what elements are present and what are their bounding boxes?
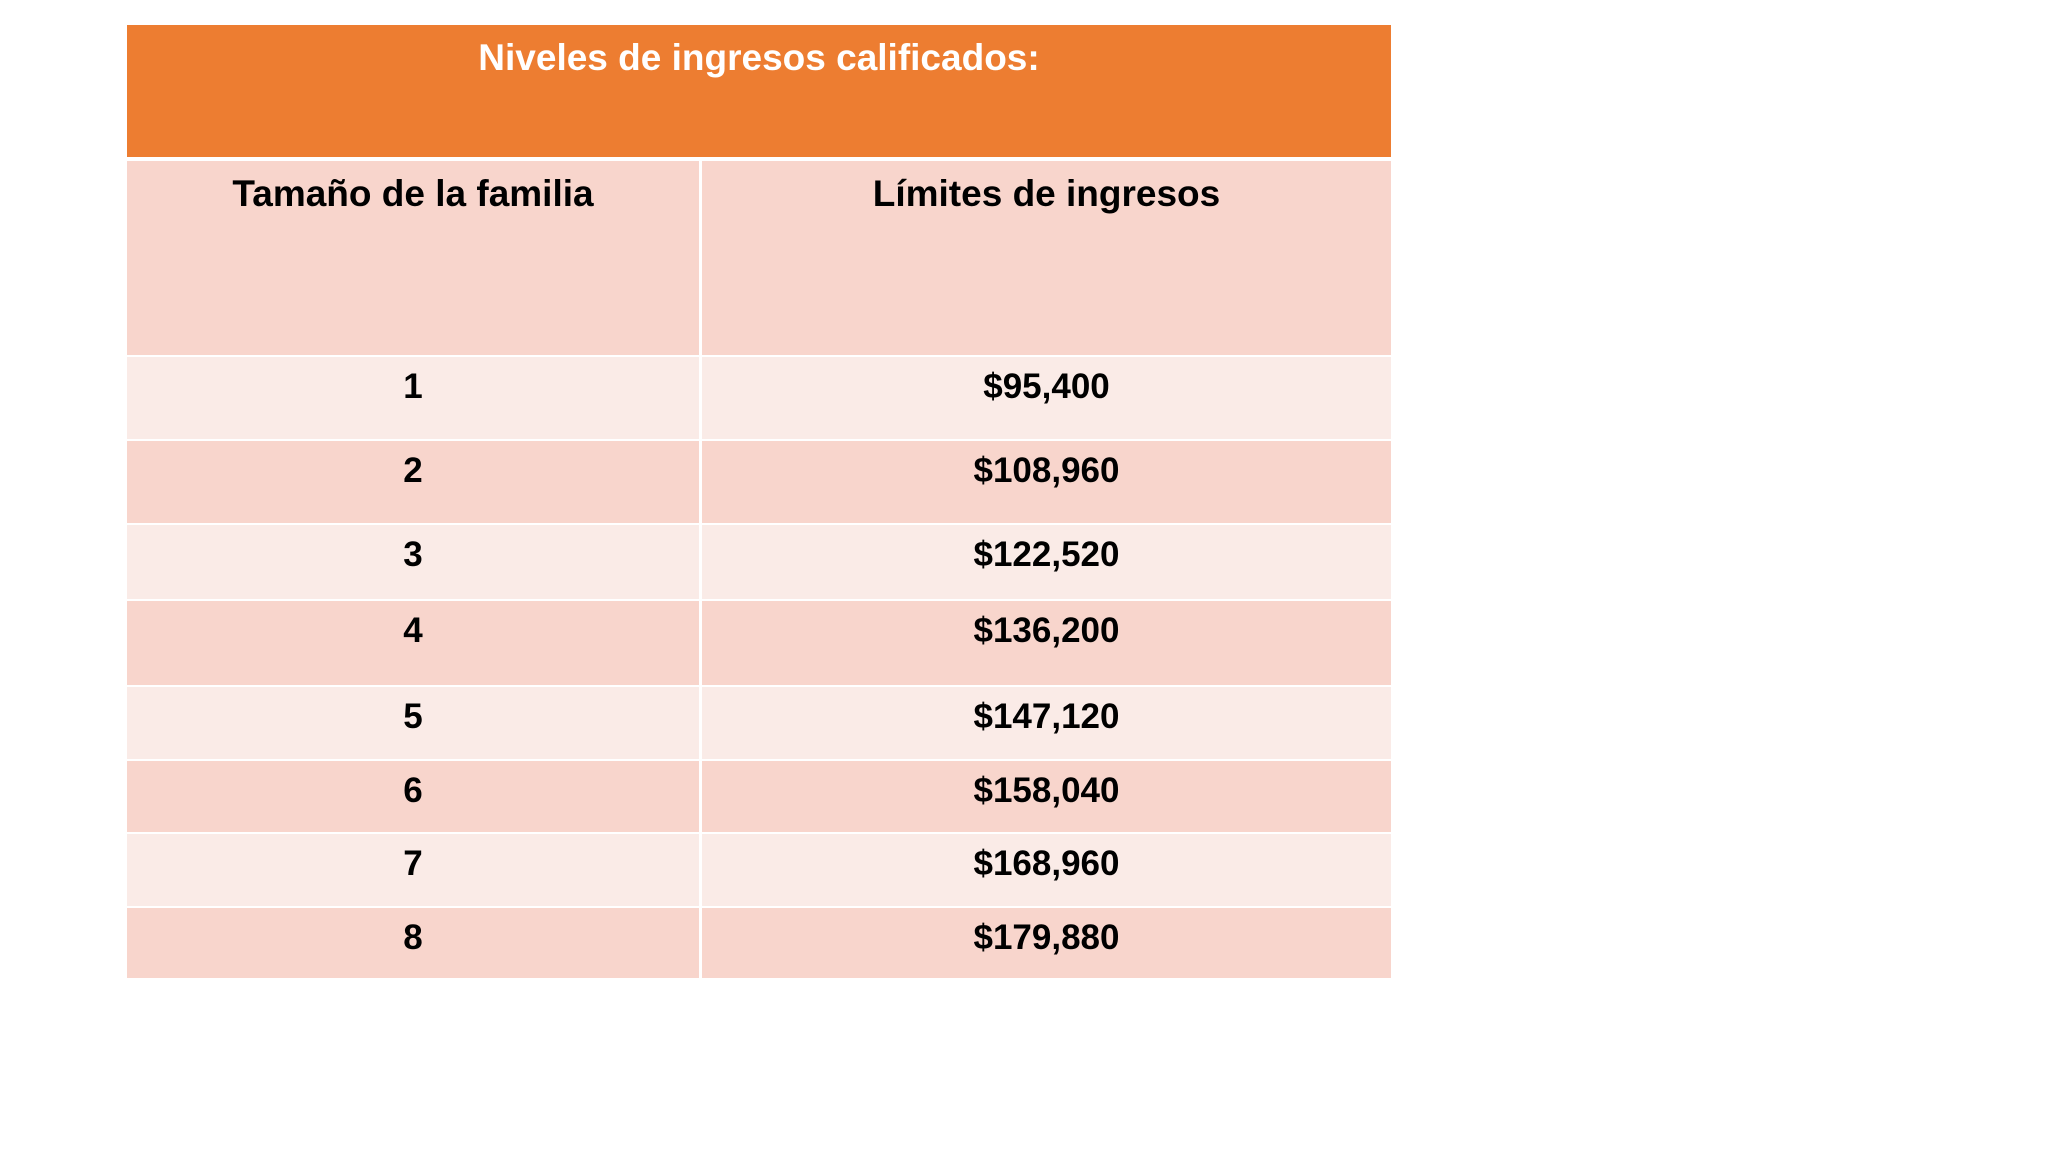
table-row: 7 $168,960 [127,834,1391,908]
table-title: Niveles de ingresos calificados: [127,25,1391,161]
table-row: 8 $179,880 [127,908,1391,980]
family-size-cell: 6 [127,761,702,832]
income-limit-cell: $168,960 [973,844,1120,883]
table-row: 5 $147,120 [127,687,1391,761]
family-size-cell: 4 [127,601,702,685]
income-limit-cell: $179,880 [973,918,1120,957]
header-income-limits: Límites de ingresos [872,173,1221,214]
table-header-row: Tamaño de la familia Límites de ingresos [127,161,1391,357]
table-row: 6 $158,040 [127,761,1391,834]
family-size-cell: 2 [127,441,702,523]
header-family-size: Tamaño de la familia [127,161,702,355]
income-limit-cell: $158,040 [973,771,1120,810]
income-limits-table: Niveles de ingresos calificados: Tamaño … [127,25,1391,980]
income-limit-cell: $122,520 [973,535,1120,574]
family-size-cell: 7 [127,834,702,906]
income-limit-cell: $147,120 [973,697,1120,736]
table-row: 4 $136,200 [127,601,1391,687]
family-size-cell: 5 [127,687,702,759]
income-limit-cell: $95,400 [983,367,1110,406]
income-limit-cell: $136,200 [973,611,1120,650]
table-row: 3 $122,520 [127,525,1391,601]
family-size-cell: 3 [127,525,702,599]
table-row: 1 $95,400 [127,357,1391,441]
income-limit-cell: $108,960 [973,451,1120,490]
family-size-cell: 8 [127,908,702,978]
table-row: 2 $108,960 [127,441,1391,525]
family-size-cell: 1 [127,357,702,439]
